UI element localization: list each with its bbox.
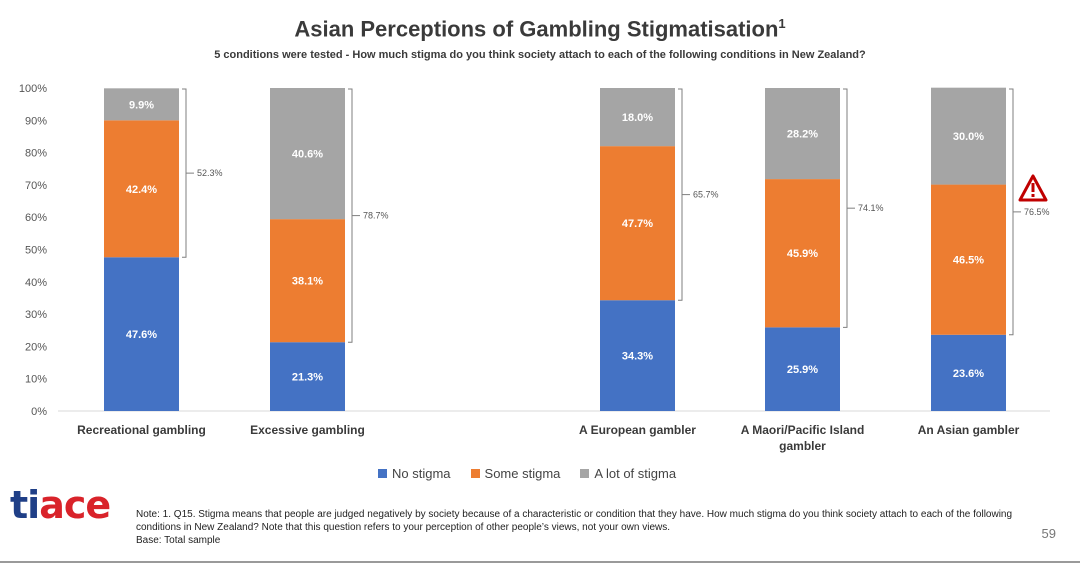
bracket-total-label: 65.7% [693, 190, 719, 200]
bracket-total-label: 76.5% [1024, 207, 1050, 217]
bar-segment [270, 219, 345, 343]
y-tick-label: 90% [25, 115, 47, 127]
data-label: 47.6% [126, 329, 157, 341]
category-label: A European gambler [579, 423, 696, 437]
chart-title: Asian Perceptions of Gambling Stigmatisa… [294, 16, 786, 42]
category-label: Recreational gambling [77, 423, 206, 437]
legend-swatch [580, 469, 590, 478]
bracket-total-label: 74.1% [858, 203, 884, 213]
data-label: 34.3% [622, 351, 653, 363]
category-label: A Maori/Pacific Island [741, 423, 865, 437]
bracket-total-label: 78.7% [363, 211, 389, 221]
y-tick-label: 30% [25, 309, 47, 321]
legend-label: A lot of stigma [594, 466, 677, 481]
legend-swatch [378, 469, 387, 478]
data-label: 38.1% [292, 276, 323, 288]
data-label: 30.0% [953, 131, 984, 143]
bracket-total-label: 52.3% [197, 168, 223, 178]
bar-segment [600, 88, 675, 147]
data-label: 45.9% [787, 248, 818, 260]
y-tick-label: 60% [25, 212, 47, 224]
bar-segment [765, 327, 840, 411]
bar-segment [270, 88, 345, 220]
bar-segment [270, 342, 345, 411]
stigma-bracket [182, 88, 187, 258]
data-label: 46.5% [953, 255, 984, 267]
data-label: 9.9% [129, 99, 154, 111]
y-tick-label: 40% [25, 277, 47, 289]
data-label: 40.6% [292, 149, 323, 161]
warning-icon-bar [1031, 183, 1035, 192]
data-label: 18.0% [622, 112, 653, 124]
bar-segment [600, 300, 675, 411]
data-label: 42.4% [126, 184, 157, 196]
legend-label: No stigma [392, 466, 451, 481]
data-label: 25.9% [787, 364, 818, 376]
footnote-text: Note: 1. Q15. Stigma means that people a… [136, 509, 1013, 533]
stacked-bar-chart: 0% 10% 20% 30% 40% 50% 60% 70% 80% 90% 100% 47.6% 42… [19, 83, 1050, 453]
y-tick-label: 0% [31, 406, 47, 418]
legend-item: Some stigma [470, 466, 561, 481]
y-tick-label: 10% [25, 374, 47, 386]
bar-segment [765, 179, 840, 328]
legend-swatch [470, 469, 480, 478]
bar-segment [104, 257, 179, 411]
bar-segment [765, 88, 840, 180]
y-tick-label: 20% [25, 341, 47, 353]
data-label: 21.3% [292, 372, 323, 384]
stigma-bracket [678, 88, 683, 301]
legend-item: A lot of stigma [580, 466, 676, 481]
bar-segment [104, 88, 179, 121]
y-tick-label: 50% [25, 245, 47, 257]
footnote: Note: 1. Q15. Stigma means that people a… [136, 508, 1036, 547]
data-label: 28.2% [787, 129, 818, 141]
y-tick-label: 80% [25, 148, 47, 160]
legend-item: No stigma [378, 466, 451, 481]
bar-segment [931, 334, 1006, 411]
chart-legend: No stigma Some stigma A lot of stigma [378, 466, 676, 481]
bar-segment [931, 184, 1006, 335]
brand-logo: tiace [10, 483, 111, 527]
bottom-rule [0, 561, 1080, 563]
page-number: 59 [1041, 526, 1056, 541]
bar-segment [931, 87, 1006, 185]
bar-segment [600, 146, 675, 301]
chart-subtitle: 5 conditions were tested - How much stig… [214, 49, 866, 61]
y-tick-label: 100% [19, 83, 47, 95]
stigma-bracket [348, 88, 353, 343]
category-label: An Asian gambler [918, 423, 1020, 437]
data-label: 47.7% [622, 218, 653, 230]
legend-label: Some stigma [484, 466, 561, 481]
stigma-bracket [843, 88, 848, 328]
category-label: Excessive gambling [250, 423, 365, 437]
warning-icon-dot [1031, 194, 1035, 197]
base-text: Base: Total sample [136, 535, 221, 546]
data-label: 23.6% [953, 368, 984, 380]
bar-segment [104, 120, 179, 258]
category-label: gambler [779, 439, 826, 453]
stigma-bracket [1009, 88, 1014, 336]
y-tick-label: 70% [25, 180, 47, 192]
